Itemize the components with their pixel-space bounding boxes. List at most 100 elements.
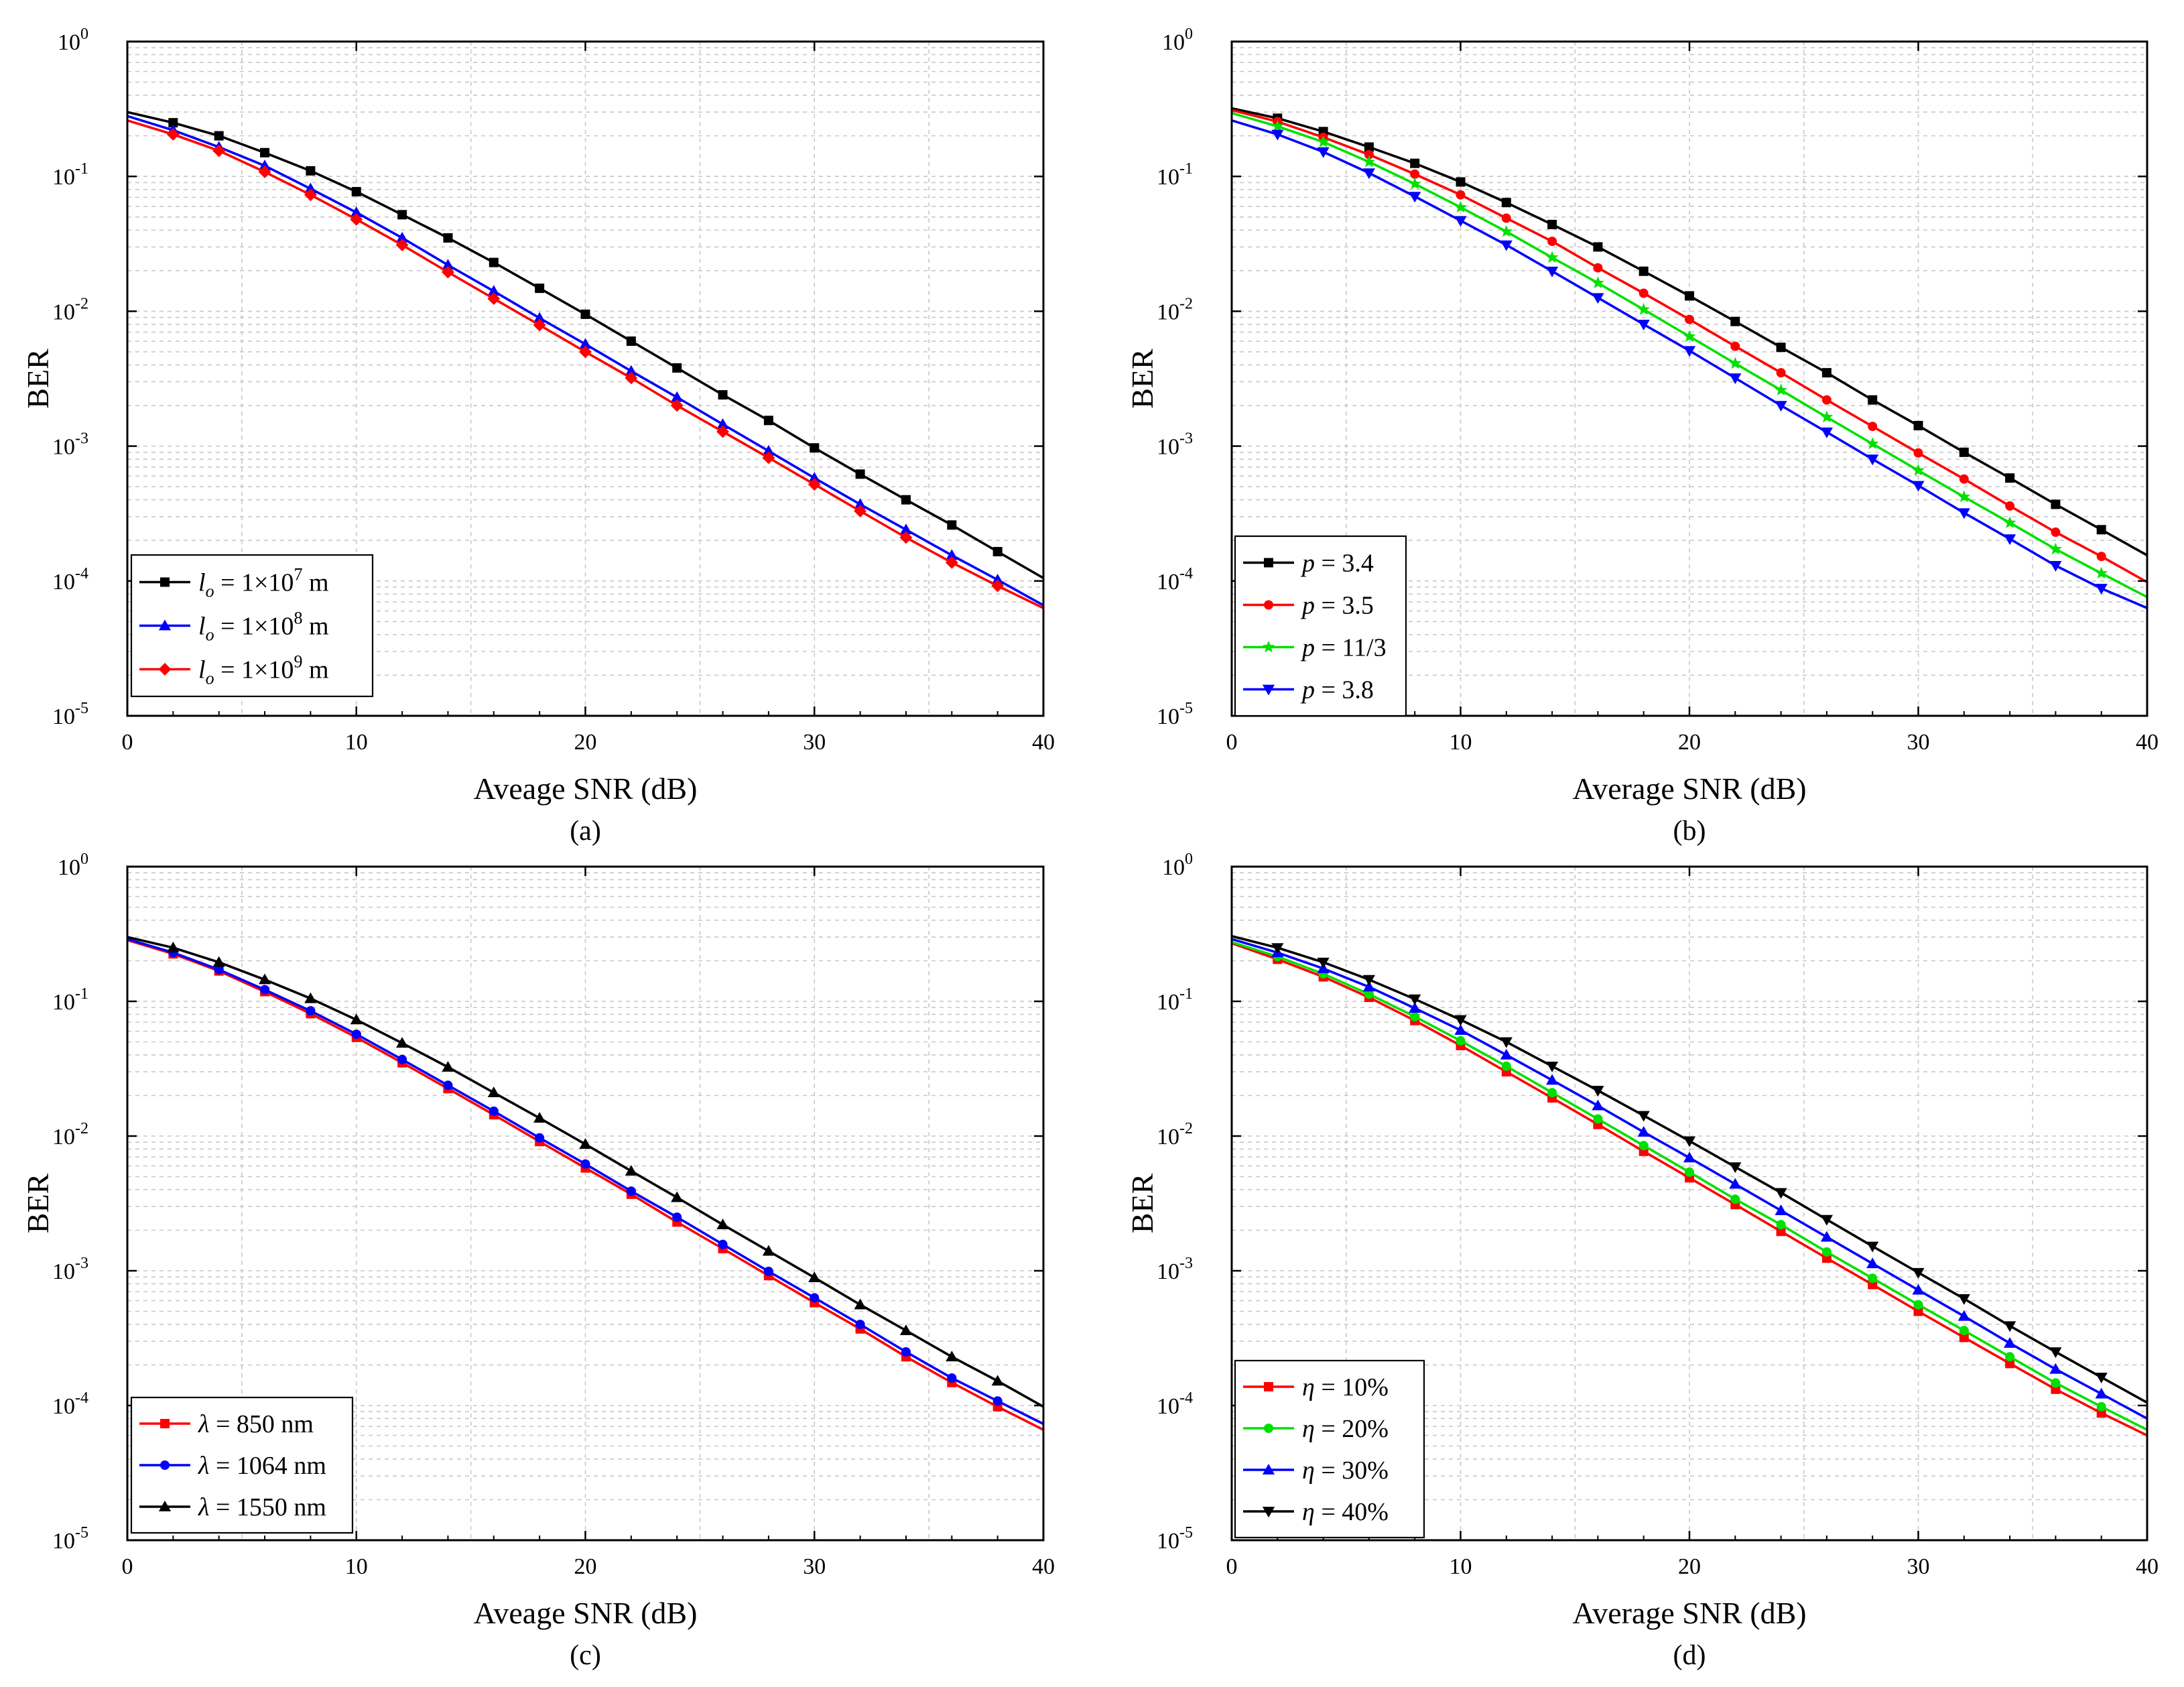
data-point — [487, 1086, 500, 1098]
data-point — [350, 206, 363, 217]
data-point — [1639, 266, 1649, 276]
data-point — [1410, 1011, 1420, 1021]
data-point — [1775, 401, 1787, 412]
series-2 — [1231, 938, 2148, 1420]
legend-marker — [1264, 600, 1273, 610]
data-point — [260, 985, 270, 995]
data-point — [625, 371, 638, 385]
data-point — [2095, 1387, 2108, 1399]
data-point — [1546, 266, 1559, 277]
data-point — [1820, 410, 1834, 423]
data-point — [396, 1037, 409, 1048]
y-tick-label: 10-1 — [52, 160, 88, 190]
data-point — [1866, 1241, 1879, 1253]
data-point — [671, 391, 684, 402]
panel-caption: (c) — [570, 1640, 601, 1671]
data-point — [1866, 437, 1879, 450]
y-tick-label: 10-2 — [52, 1120, 88, 1149]
data-point — [899, 1324, 913, 1336]
legend-marker — [160, 1419, 170, 1428]
data-point — [2095, 1373, 2108, 1383]
data-point — [1500, 225, 1513, 237]
data-point — [2049, 542, 2062, 555]
data-point — [489, 1106, 499, 1116]
legend-label: η = 20% — [1302, 1415, 1389, 1443]
data-point — [1409, 994, 1421, 1005]
x-tick-label: 40 — [1032, 1554, 1055, 1579]
data-point — [1776, 1227, 1786, 1237]
data-point — [443, 233, 453, 243]
data-point — [1637, 303, 1650, 315]
data-point — [397, 1054, 407, 1064]
y-tick-label: 10-2 — [52, 295, 88, 324]
y-tick-label: 100 — [58, 851, 88, 880]
y-tick-label: 100 — [1162, 25, 1193, 55]
data-point — [1592, 276, 1604, 289]
x-axis-title: Aveage SNR (dB) — [474, 1596, 698, 1630]
data-point — [945, 556, 958, 569]
x-tick-label: 0 — [122, 1554, 133, 1579]
data-point — [854, 1298, 866, 1310]
data-point — [763, 1266, 773, 1276]
data-point — [763, 416, 773, 426]
data-point — [214, 131, 224, 141]
data-point — [626, 1186, 636, 1196]
series-3 — [1231, 119, 2148, 609]
legend-marker — [160, 577, 170, 587]
data-point — [1685, 314, 1694, 324]
data-point — [762, 444, 775, 456]
data-point — [1410, 169, 1420, 179]
data-point — [304, 992, 317, 1003]
y-tick-label: 10-5 — [52, 700, 88, 729]
data-point — [2003, 516, 2016, 528]
y-tick-label: 100 — [58, 25, 88, 55]
data-point — [1456, 190, 1466, 200]
data-point — [1501, 198, 1511, 208]
data-point — [2096, 525, 2106, 535]
series-2 — [127, 936, 1044, 1408]
x-tick-label: 30 — [803, 730, 826, 755]
data-point — [1410, 158, 1420, 168]
data-point — [1454, 1024, 1467, 1035]
y-axis-title: BER — [1125, 349, 1159, 409]
data-point — [1820, 1214, 1833, 1226]
data-point — [1913, 1300, 1923, 1310]
chart-panel-1: 0 10 20 30 40 100 10-1 10-2 10-3 10-4 10-5 Average … — [1125, 25, 2159, 847]
data-point — [1913, 448, 1923, 458]
data-point — [1592, 1086, 1604, 1097]
data-point — [487, 292, 501, 306]
data-point — [1364, 149, 1374, 160]
data-point — [1271, 119, 1284, 132]
data-point — [1593, 1114, 1603, 1124]
data-point — [1912, 1284, 1925, 1295]
legend-label: η = 40% — [1302, 1498, 1389, 1526]
legend-label: lo = 1×108 m — [198, 609, 329, 645]
data-point — [535, 284, 545, 294]
data-point — [580, 1159, 590, 1169]
data-point — [716, 1219, 729, 1229]
data-point — [1913, 1306, 1923, 1316]
data-point — [535, 1133, 545, 1143]
x-tick-label: 30 — [803, 1554, 826, 1579]
legend-marker — [160, 1460, 170, 1470]
data-point — [1775, 1188, 1787, 1199]
data-point — [1454, 216, 1467, 227]
data-point — [671, 1191, 684, 1202]
legend-marker — [1264, 1424, 1273, 1433]
data-point — [2051, 527, 2061, 538]
data-point — [1547, 219, 1557, 229]
data-point — [1637, 1111, 1650, 1122]
y-tick-label: 10-3 — [1157, 430, 1193, 460]
legend-marker — [1262, 1463, 1275, 1475]
data-point — [533, 312, 546, 323]
data-point — [350, 1013, 363, 1025]
legend-label: λ = 1550 nm — [198, 1493, 326, 1521]
data-point — [258, 166, 271, 178]
series-2 — [127, 119, 1044, 609]
data-point — [716, 425, 729, 438]
data-point — [1730, 316, 1740, 326]
data-point — [1362, 168, 1375, 180]
data-point — [1776, 1220, 1786, 1230]
y-axis-title: BER — [21, 1173, 55, 1233]
data-point — [2051, 499, 2061, 509]
